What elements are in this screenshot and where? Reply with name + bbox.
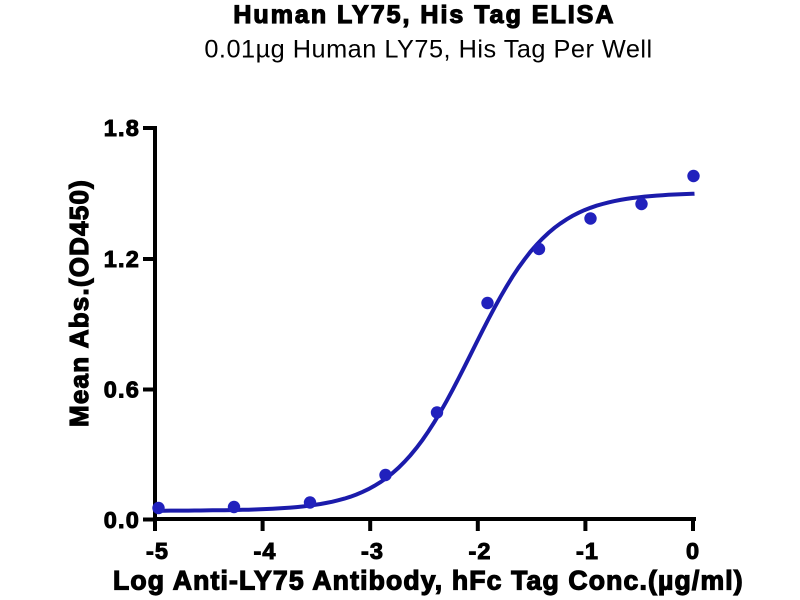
svg-text:1.2: 1.2 (104, 246, 140, 272)
svg-text:Log Anti-LY75 Antibody, hFc Ta: Log Anti-LY75 Antibody, hFc Tag Conc.(µg… (113, 566, 744, 596)
svg-text:0: 0 (686, 538, 700, 564)
svg-text:0.6: 0.6 (104, 377, 140, 403)
svg-text:-4: -4 (254, 538, 277, 564)
svg-text:0.0: 0.0 (104, 507, 140, 533)
svg-text:Mean Abs.(OD450): Mean Abs.(OD450) (64, 179, 94, 427)
svg-text:-5: -5 (146, 538, 169, 564)
svg-text:0.01µg Human LY75, His Tag Per: 0.01µg Human LY75, His Tag Per Well (204, 35, 652, 63)
svg-text:Human LY75, His Tag ELISA: Human LY75, His Tag ELISA (233, 1, 615, 29)
svg-text:-2: -2 (469, 538, 492, 564)
svg-text:-1: -1 (576, 538, 599, 564)
svg-text:-3: -3 (361, 538, 384, 564)
svg-text:1.8: 1.8 (104, 115, 140, 141)
